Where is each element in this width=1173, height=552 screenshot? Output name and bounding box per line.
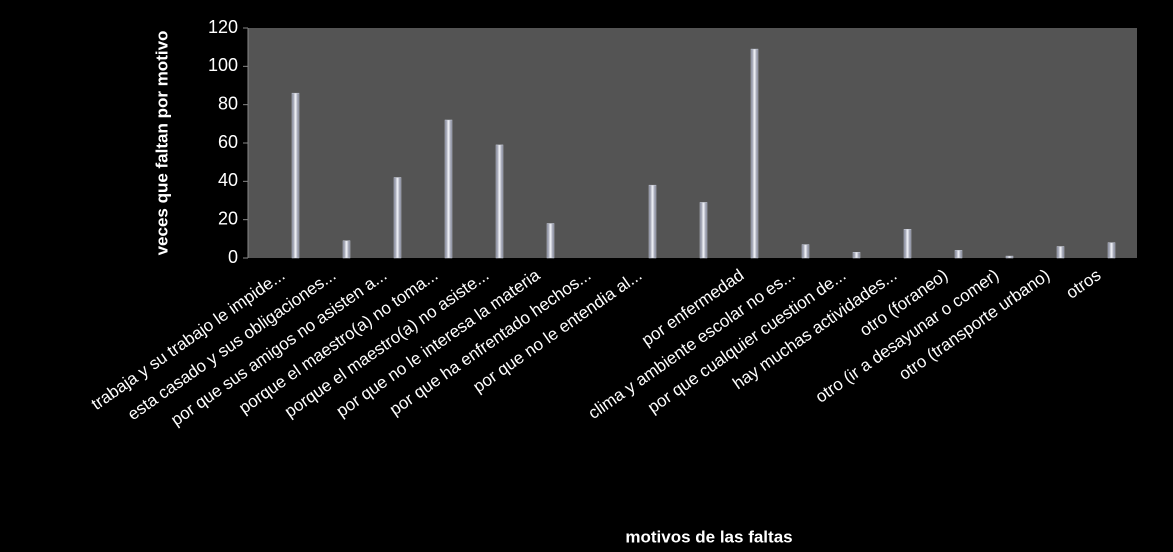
plot-area — [248, 28, 1137, 258]
bar — [444, 119, 453, 259]
bar — [342, 240, 351, 259]
y-tick-label: 0 — [228, 247, 238, 267]
bar — [852, 252, 861, 259]
x-axis-title: motivos de las faltas — [625, 527, 792, 546]
bar — [1005, 255, 1014, 259]
bar — [495, 144, 504, 259]
bar — [954, 250, 963, 259]
bar — [699, 202, 708, 259]
bar — [648, 184, 657, 259]
y-tick-label: 20 — [218, 208, 238, 228]
y-tick-label: 100 — [208, 55, 238, 75]
y-tick-label: 120 — [208, 17, 238, 37]
bar — [393, 177, 402, 259]
bar — [801, 244, 810, 259]
bar — [1056, 246, 1065, 259]
bar — [750, 48, 759, 259]
bar — [1107, 242, 1116, 259]
bar — [291, 92, 300, 259]
y-tick-label: 80 — [218, 93, 238, 113]
y-axis-title: veces que faltan por motivo — [152, 31, 171, 256]
y-tick-label: 40 — [218, 170, 238, 190]
bar — [903, 229, 912, 259]
bar — [546, 223, 555, 259]
y-tick-label: 60 — [218, 132, 238, 152]
